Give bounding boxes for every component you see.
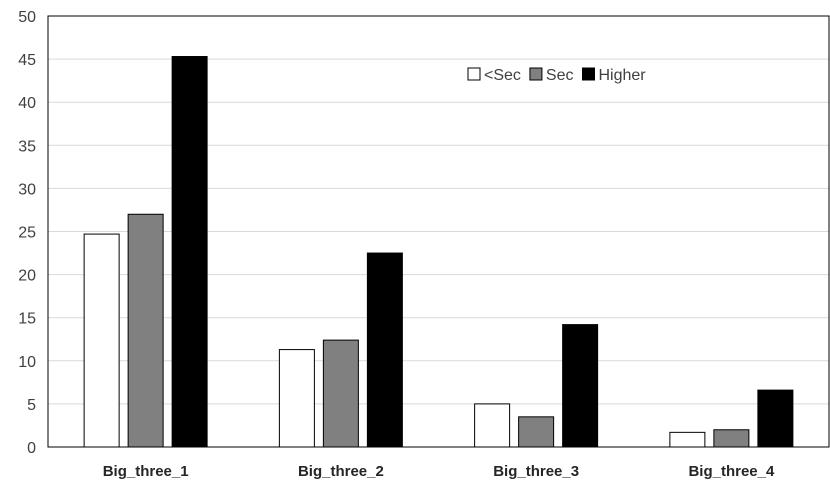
y-tick-label: 45 — [18, 52, 36, 69]
bar-Big_three_2-Sec — [322, 339, 359, 448]
plot-area-frame — [47, 15, 830, 448]
x-category-label: Big_three_3 — [493, 463, 579, 480]
bar-Big_three_2-Higher — [366, 252, 403, 448]
x-category-label: Big_three_2 — [298, 463, 384, 480]
gridlines — [48, 58, 829, 405]
y-axis-tick-labels: 0 5 10 15 20 25 30 35 40 45 50 — [18, 9, 36, 457]
legend-label: <Sec — [484, 67, 521, 84]
y-tick-label: 5 — [27, 397, 36, 414]
bar-Big_three_1-<Sec — [83, 233, 120, 448]
bar-Big_three_2-<Sec — [278, 349, 315, 448]
y-tick-label: 15 — [18, 311, 36, 328]
legend-swatch — [582, 67, 595, 81]
y-tick-label: 50 — [18, 9, 36, 26]
y-tick-label: 40 — [18, 95, 36, 112]
bar-Big_three_3-Higher — [562, 324, 599, 448]
x-category-label: Big_three_1 — [103, 463, 189, 480]
y-tick-label: 35 — [18, 138, 36, 155]
y-tick-label: 30 — [18, 181, 36, 198]
bars — [83, 56, 794, 448]
x-category-label: Big_three_4 — [688, 463, 775, 480]
bar-Big_three_1-Sec — [127, 213, 164, 448]
legend-swatch — [467, 67, 481, 81]
bar-Big_three_3-<Sec — [474, 403, 511, 448]
legend-label: Higher — [599, 67, 647, 84]
bar-Big_three_4-Higher — [757, 389, 794, 448]
bar-Big_three_4-<Sec — [669, 431, 706, 448]
bar-Big_three_3-Sec — [518, 416, 555, 448]
y-tick-label: 20 — [18, 268, 36, 285]
y-tick-label: 10 — [18, 354, 36, 371]
y-tick-label: 25 — [18, 225, 36, 242]
bar-Big_three_1-Higher — [171, 56, 208, 448]
legend: <Sec Sec Higher — [467, 67, 647, 84]
legend-label: Sec — [546, 67, 574, 84]
y-tick-label: 0 — [27, 440, 36, 457]
bar-Big_three_4-Sec — [713, 429, 750, 448]
legend-swatch — [529, 67, 543, 81]
x-axis-category-labels: Big_three_1 Big_three_2 Big_three_3 Big_thr… — [103, 463, 775, 480]
